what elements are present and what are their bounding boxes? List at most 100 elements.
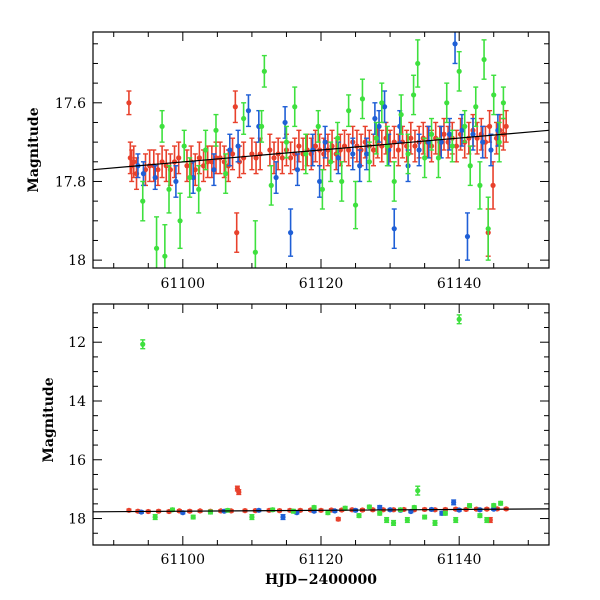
- data-point-blue: [381, 90, 388, 124]
- marker: [438, 139, 444, 145]
- marker: [279, 155, 285, 161]
- marker: [415, 488, 421, 494]
- marker: [359, 96, 366, 102]
- data-point-red: [241, 141, 247, 175]
- data-point-red: [267, 133, 273, 167]
- marker: [268, 182, 274, 188]
- data-point-green: [405, 133, 411, 175]
- marker: [258, 123, 265, 129]
- top-x-tick-label: 61120: [299, 276, 344, 292]
- marker: [366, 504, 372, 510]
- bottom-x-tick-label: 61100: [161, 552, 206, 568]
- data-point-green: [428, 117, 435, 151]
- marker: [488, 147, 494, 153]
- data-point-green: [456, 314, 462, 325]
- marker: [270, 507, 276, 513]
- marker: [203, 147, 209, 153]
- marker: [503, 123, 509, 129]
- data-point-red: [412, 129, 418, 163]
- data-point-green: [339, 161, 345, 202]
- marker: [384, 517, 390, 523]
- data-point-blue: [446, 117, 453, 151]
- marker: [335, 516, 341, 522]
- data-point-green: [477, 513, 483, 519]
- marker: [196, 186, 202, 192]
- bottom-data-points: [126, 314, 509, 527]
- data-point-green: [258, 109, 265, 143]
- marker: [490, 182, 496, 188]
- top-y-tick-label: 18: [68, 253, 86, 269]
- marker: [229, 151, 236, 157]
- marker: [398, 112, 404, 118]
- marker: [405, 151, 411, 157]
- data-point-green: [491, 74, 497, 116]
- marker: [253, 155, 259, 161]
- data-point-blue: [288, 208, 294, 257]
- data-point-red: [155, 153, 161, 187]
- marker: [491, 92, 497, 98]
- marker: [500, 100, 506, 106]
- marker: [466, 503, 473, 509]
- data-point-red: [296, 129, 302, 163]
- marker: [325, 510, 331, 516]
- data-point-red: [253, 141, 259, 175]
- data-point-red: [335, 516, 341, 522]
- marker: [339, 178, 345, 185]
- data-point-green: [500, 86, 506, 120]
- marker: [470, 131, 476, 137]
- data-point-green: [481, 39, 487, 80]
- data-point-green: [432, 519, 438, 527]
- marker: [213, 127, 219, 133]
- top-data-points: [126, 32, 509, 268]
- marker: [477, 513, 483, 519]
- data-point-green: [410, 74, 417, 116]
- data-point-green: [356, 513, 362, 519]
- top-x-tick-label: 61100: [161, 276, 206, 292]
- data-point-green: [325, 510, 331, 516]
- data-point-blue: [245, 94, 252, 128]
- marker: [356, 513, 362, 519]
- data-point-green: [166, 165, 172, 214]
- data-point-green: [159, 109, 165, 143]
- marker: [453, 143, 460, 149]
- marker: [496, 139, 502, 145]
- data-point-green: [477, 161, 483, 210]
- data-point-red: [234, 212, 240, 253]
- data-point-blue: [376, 109, 382, 143]
- marker: [267, 147, 273, 153]
- top-panel: 61100 61120 61140 17.6 17.8 18 Magnitude: [26, 31, 550, 292]
- data-point-green: [467, 145, 473, 187]
- marker: [335, 155, 341, 161]
- data-point-red: [370, 133, 377, 167]
- data-point-green: [456, 50, 462, 92]
- marker: [411, 504, 417, 510]
- data-point-green: [484, 516, 490, 524]
- data-point-blue: [227, 133, 233, 167]
- marker: [290, 508, 296, 514]
- marker: [391, 226, 397, 232]
- marker: [410, 92, 417, 98]
- data-point-red: [391, 125, 397, 159]
- data-point-red: [486, 109, 493, 143]
- marker: [223, 171, 229, 177]
- data-point-green: [398, 94, 404, 135]
- data-point-red: [346, 133, 352, 167]
- data-point-green: [485, 196, 491, 261]
- data-point-red: [474, 121, 480, 155]
- marker: [273, 174, 279, 181]
- data-point-blue: [488, 133, 494, 167]
- marker: [271, 155, 277, 161]
- data-point-green: [213, 113, 219, 147]
- data-point-blue: [357, 149, 363, 183]
- marker: [346, 147, 352, 153]
- data-point-red: [354, 129, 360, 163]
- marker: [395, 147, 401, 153]
- marker: [176, 155, 182, 161]
- marker: [190, 514, 196, 520]
- data-point-red: [187, 508, 193, 514]
- marker: [138, 509, 144, 515]
- data-point-green: [390, 519, 397, 527]
- marker: [328, 159, 334, 165]
- marker: [456, 316, 462, 322]
- data-point-green: [207, 509, 214, 515]
